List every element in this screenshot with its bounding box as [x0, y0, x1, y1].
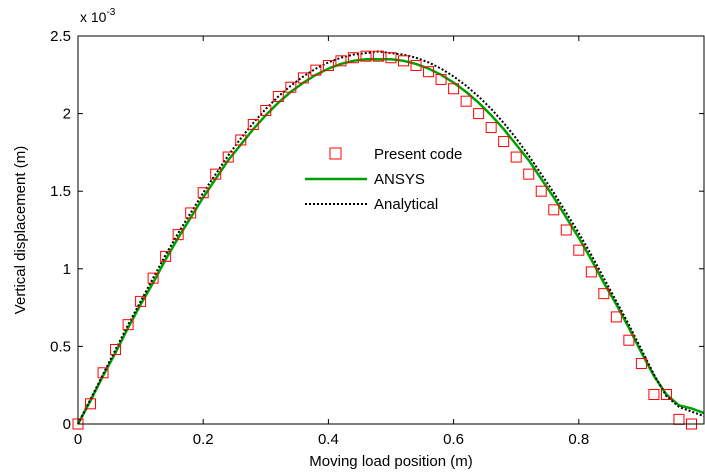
- marker-present-code: [385, 52, 397, 64]
- y-tick-label: 0.5: [50, 338, 71, 355]
- marker-present-code: [448, 83, 460, 95]
- y-tick-label: 0: [63, 416, 71, 433]
- marker-present-code: [347, 52, 359, 64]
- marker-present-code: [560, 224, 572, 236]
- x-tick-label: 0.8: [568, 431, 589, 448]
- marker-present-code: [222, 151, 234, 163]
- marker-present-code: [97, 367, 109, 379]
- marker-present-code: [510, 151, 522, 163]
- marker-present-code: [310, 64, 322, 76]
- marker-present-code: [260, 104, 272, 116]
- marker-present-code: [610, 311, 622, 323]
- marker-present-code: [235, 134, 247, 146]
- legend-label-analytical: Analytical: [374, 196, 438, 213]
- x-tick-label: 0: [74, 431, 82, 448]
- marker-present-code: [623, 334, 635, 346]
- marker-present-code: [197, 187, 209, 199]
- marker-present-code: [210, 168, 222, 180]
- marker-present-code: [473, 108, 485, 120]
- marker-present-code: [410, 59, 422, 71]
- marker-present-code: [635, 357, 647, 369]
- y-tick-label: 1: [63, 261, 71, 278]
- y-multiplier: x 10-3: [80, 7, 116, 25]
- marker-present-code: [372, 50, 384, 62]
- y-multiplier-exponent: -3: [106, 7, 115, 18]
- legend: Present code ANSYS Analytical: [305, 146, 462, 213]
- marker-present-code: [335, 55, 347, 67]
- marker-present-code: [285, 81, 297, 93]
- marker-present-code: [548, 204, 560, 216]
- marker-present-code: [435, 73, 447, 85]
- marker-present-code: [110, 344, 122, 356]
- marker-present-code: [272, 91, 284, 103]
- marker-present-code: [660, 389, 672, 401]
- marker-present-code: [297, 72, 309, 84]
- legend-label-ansys: ANSYS: [374, 171, 425, 188]
- line-ansys: [76, 58, 705, 425]
- marker-present-code: [85, 398, 97, 410]
- marker-present-code: [498, 136, 510, 148]
- marker-present-code: [172, 229, 184, 241]
- y-tick-label: 2: [63, 106, 71, 123]
- x-axis-label: Moving load position (m): [309, 453, 472, 470]
- marker-present-code: [147, 272, 159, 284]
- marker-present-code: [523, 168, 535, 180]
- marker-present-code: [322, 59, 334, 71]
- marker-present-code: [598, 288, 610, 300]
- x-tick-label: 0.2: [193, 431, 214, 448]
- marker-present-code: [122, 319, 134, 331]
- marker-present-code: [135, 295, 147, 307]
- marker-present-code: [535, 185, 547, 197]
- legend-label-present-code: Present code: [374, 146, 462, 163]
- legend-marker-present-code: [329, 147, 342, 160]
- y-tick-label: 2.5: [50, 28, 71, 45]
- marker-present-code: [160, 250, 172, 262]
- marker-present-code: [648, 389, 660, 401]
- marker-present-code: [585, 266, 597, 278]
- marker-present-code: [573, 244, 585, 256]
- plot-frame: [77, 35, 705, 425]
- y-tick-label: 1.5: [50, 183, 71, 200]
- y-multiplier-base: x 10: [80, 9, 107, 25]
- marker-present-code: [423, 66, 435, 78]
- marker-present-code: [360, 50, 372, 62]
- marker-present-code: [185, 207, 197, 219]
- plot-area: [78, 36, 705, 424]
- marker-present-code: [485, 122, 497, 134]
- y-axis-label: Vertical displacement (m): [12, 146, 29, 314]
- x-tick-label: 0.4: [318, 431, 339, 448]
- x-tick-label: 0.6: [443, 431, 464, 448]
- ticks-layer: 0 0.2 0.4 0.6 0.8 0 0.5 1 1.5 2 2.5: [50, 28, 704, 448]
- marker-present-code: [398, 55, 410, 67]
- marker-present-code: [460, 95, 472, 107]
- marker-present-code: [247, 118, 259, 130]
- series-layer: [72, 50, 705, 430]
